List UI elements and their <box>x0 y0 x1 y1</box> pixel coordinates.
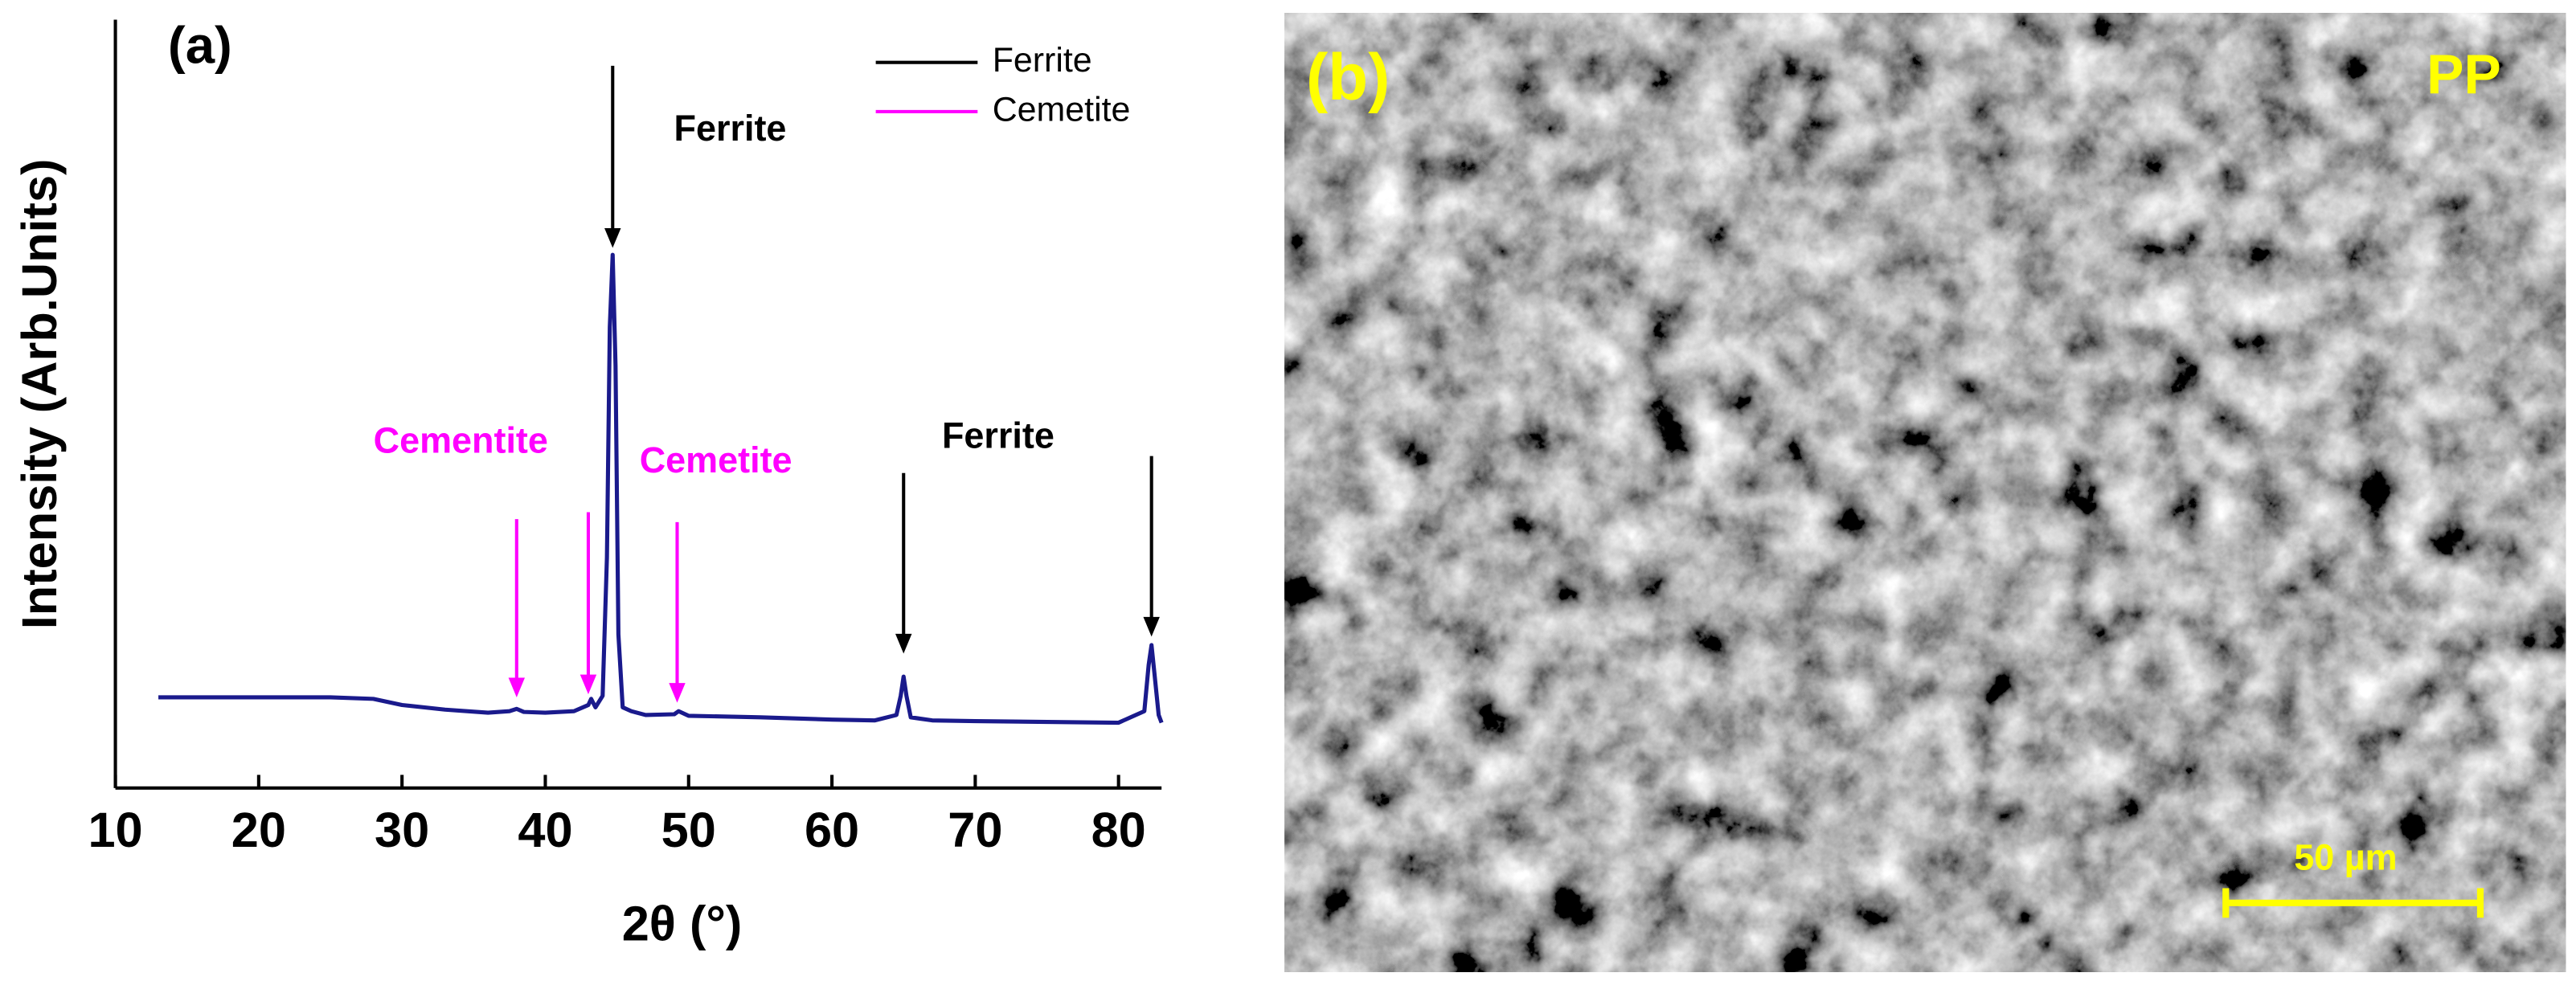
xrd-line <box>158 252 1164 725</box>
panel-a: (a) 2θ (°) Intensity (Arb.Units) 10 20 30 4… <box>12 16 1164 951</box>
legend-label: Ferrite <box>993 41 1092 80</box>
panel-label: (a) <box>168 16 232 75</box>
x-tick-label: 30 <box>375 803 429 857</box>
sample-tag: PP <box>2427 43 2501 105</box>
annotation: Ferrite <box>942 415 1055 456</box>
panel-b: (b) PP 50 µm <box>1284 13 2566 972</box>
annotation: Ferrite <box>674 108 787 149</box>
x-tick-label: 70 <box>948 803 1002 857</box>
arrow-head <box>669 683 686 703</box>
arrow-head <box>604 228 621 248</box>
annotation: Cemetite <box>640 439 792 480</box>
arrow-head <box>1143 616 1160 637</box>
legend-label: Cemetite <box>993 90 1131 129</box>
scale-bar-label: 50 µm <box>2294 837 2397 878</box>
arrow-head <box>508 677 526 697</box>
y-axis-label: Intensity (Arb.Units) <box>12 159 67 630</box>
x-tick-label: 60 <box>805 803 859 857</box>
x-tick-label: 20 <box>231 803 286 857</box>
panel-label: (b) <box>1306 41 1390 114</box>
sem-image <box>1284 13 2566 972</box>
x-tick-label: 50 <box>661 803 716 857</box>
arrow-head <box>579 674 597 695</box>
annotation: Cementite <box>374 419 548 460</box>
x-tick-label: 10 <box>88 803 142 857</box>
x-axis-label: 2θ (°) <box>622 897 743 951</box>
x-tick-label: 40 <box>518 803 572 857</box>
x-tick-label: 80 <box>1091 803 1146 857</box>
arrow-head <box>895 633 912 654</box>
